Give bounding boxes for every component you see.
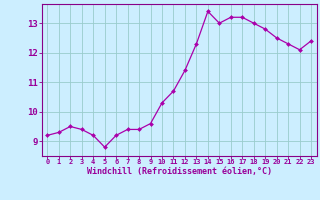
X-axis label: Windchill (Refroidissement éolien,°C): Windchill (Refroidissement éolien,°C) [87,167,272,176]
